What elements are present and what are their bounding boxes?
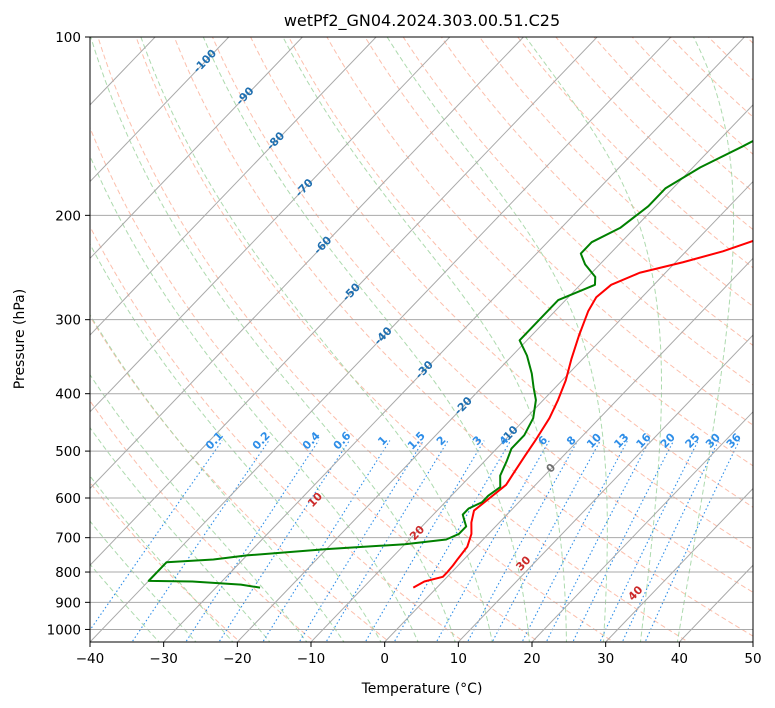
- moist-adiabat-line: [90, 426, 271, 642]
- axes-frame: [89, 36, 754, 643]
- mixing-ratio-line: [185, 440, 320, 642]
- moist-adiabat-line: [524, 37, 663, 642]
- x-tick-label: 10: [450, 651, 467, 667]
- dry-adiabat-line: [90, 481, 241, 642]
- moist-adiabat-line: [140, 37, 493, 642]
- dewpoint-profile-line: [147, 139, 753, 589]
- isotherm-line: [162, 37, 746, 642]
- isotherm-line: [383, 257, 753, 642]
- mixing-ratio-line: [90, 440, 223, 632]
- mixing-ratio-line: [621, 440, 720, 642]
- isotherm-line: [90, 37, 525, 490]
- moist-adiabat-line: [202, 37, 530, 642]
- dry-adiabat-line: [90, 400, 316, 642]
- y-tick-label: 500: [55, 444, 81, 460]
- dry-adiabat-line: [135, 37, 690, 642]
- moist-adiabat-line: [90, 243, 382, 642]
- x-axis-label: Temperature (°C): [361, 681, 483, 697]
- dry-adiabat-line: [631, 37, 753, 155]
- isotherm-line: [236, 104, 753, 642]
- dry-adiabat-line: [97, 37, 615, 642]
- y-tick-label: 800: [55, 565, 81, 581]
- isotherm-line: [90, 37, 304, 260]
- dry-adiabat-line: [211, 37, 753, 593]
- moist-adiabat-line: [676, 37, 735, 642]
- moist-adiabat-line: [282, 37, 567, 642]
- dry-adiabat-line: [90, 315, 391, 642]
- x-tick-label: −40: [76, 651, 105, 667]
- mixing-ratio-line: [599, 440, 699, 642]
- moist-adiabat-line: [90, 520, 197, 642]
- mixing-ratio-line: [262, 440, 391, 642]
- dry-adiabat-line: [90, 126, 540, 642]
- y-tick-label: 1000: [47, 622, 81, 638]
- moist-adiabat-line: [90, 154, 419, 642]
- y-axis-label: Pressure (hPa): [12, 289, 28, 389]
- isotherm-line: [457, 334, 753, 642]
- x-tick-label: 50: [744, 651, 761, 667]
- moist-adiabat-line: [90, 37, 456, 642]
- dry-adiabat-line: [555, 37, 753, 231]
- mixing-ratio-line: [435, 440, 550, 642]
- isotherm-line: [90, 37, 451, 413]
- dry-adiabat-line: [402, 37, 753, 386]
- isotherm-line: [90, 37, 377, 336]
- mixing-ratio-line: [393, 440, 512, 642]
- mixing-ratio-line: [466, 440, 579, 642]
- y-tick-label: 300: [55, 313, 81, 329]
- y-tick-label: 100: [55, 30, 81, 46]
- dry-adiabat-line: [364, 37, 753, 426]
- x-tick-label: 30: [597, 651, 614, 667]
- isotherm-line: [604, 487, 753, 642]
- x-tick-label: −30: [149, 651, 178, 667]
- moist-adiabat-line: [90, 313, 345, 642]
- isotherm-line: [90, 37, 672, 642]
- axis-ticks: −40 −30 −20 −10 0 10 20 30 40 50 1000 900 800 700 600 5…: [47, 30, 762, 667]
- mixing-ratio-line: [131, 440, 270, 642]
- mixing-ratio-line: [491, 440, 601, 642]
- dry-adiabat-line: [90, 225, 465, 642]
- y-tick-label: 400: [55, 387, 81, 403]
- plot-area: [90, 37, 753, 642]
- moist-adiabat-line: [90, 475, 234, 642]
- mixing-ratio-line: [572, 440, 675, 642]
- dry-adiabat-line: [440, 37, 753, 346]
- mixing-ratio-line: [218, 440, 350, 642]
- x-tick-label: 20: [523, 651, 540, 667]
- dry-adiabat-line: [478, 37, 753, 307]
- mixing-ratio-line: [644, 440, 740, 642]
- x-tick-label: −10: [297, 651, 326, 667]
- y-tick-label: 200: [55, 208, 81, 224]
- chart-title: wetPf2_GN04.2024.303.00.51.C25: [284, 11, 560, 31]
- isotherm-line: [90, 37, 230, 183]
- y-tick-label: 900: [55, 595, 81, 611]
- x-tick-label: 0: [380, 651, 389, 667]
- isotherm-line: [90, 37, 598, 566]
- isotherm-line: [531, 411, 753, 642]
- isotherm-line: [310, 180, 753, 642]
- temperature-profile-line: [412, 239, 753, 589]
- x-tick-label: 40: [671, 651, 688, 667]
- y-tick-label: 700: [55, 531, 81, 547]
- x-tick-label: −20: [223, 651, 252, 667]
- mixing-ratio-line: [364, 440, 485, 642]
- y-tick-label: 600: [55, 491, 81, 507]
